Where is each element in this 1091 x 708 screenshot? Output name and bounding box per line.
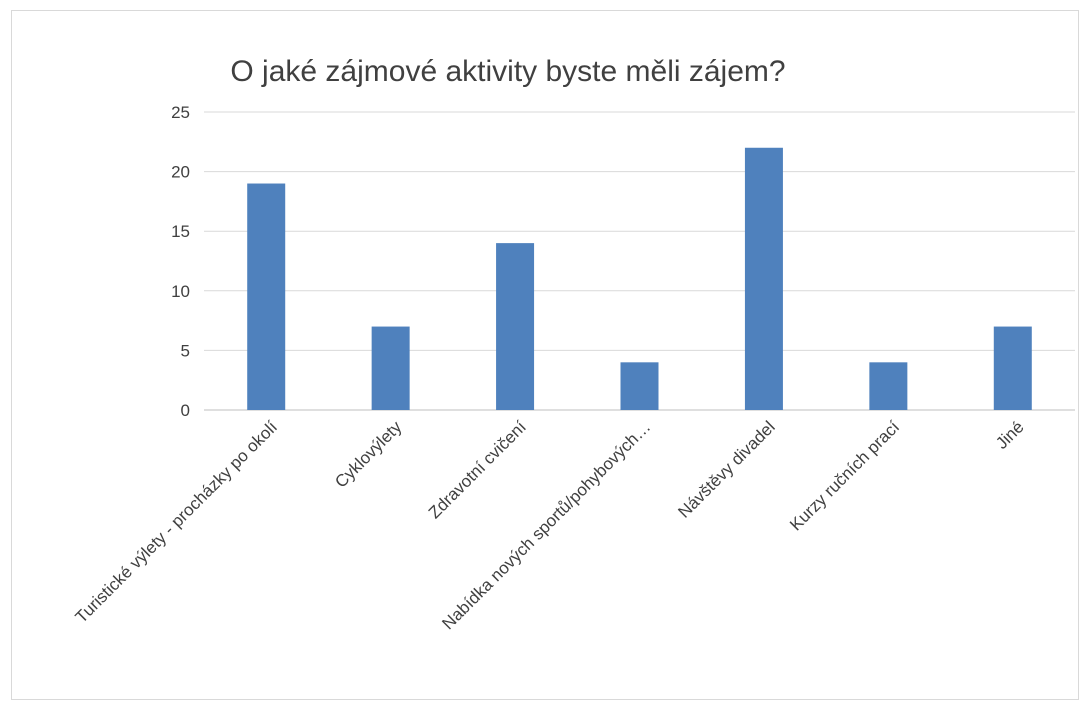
y-tick-label: 20 (171, 163, 190, 182)
x-category-label: Cyklovýlety (331, 417, 406, 492)
bar (247, 183, 286, 410)
x-category-label: Zdravotní cvičení (425, 417, 530, 522)
x-category-label: Jiné (992, 417, 1027, 452)
bar (869, 362, 908, 410)
bar (620, 362, 659, 410)
bar (744, 147, 783, 410)
gridlines (204, 111, 1075, 411)
y-tick-label: 25 (171, 103, 190, 122)
y-tick-label: 10 (171, 282, 190, 301)
chart-frame (11, 10, 1079, 700)
chart-title: O jaké zájmové aktivity byste měli zájem… (230, 55, 785, 88)
bar (496, 243, 535, 410)
y-tick-label: 5 (181, 341, 190, 360)
x-axis-labels: Turistické výlety - procházky po okolí Cy… (72, 417, 1028, 633)
x-category-label: Nabídka nových sportů/pohybových… (438, 417, 654, 633)
bar (993, 326, 1032, 410)
y-tick-label: 15 (171, 222, 190, 241)
y-tick-label: 0 (181, 401, 190, 420)
x-category-label: Kurzy ručních prací (786, 417, 903, 534)
bars (247, 147, 1032, 410)
bar (371, 326, 410, 410)
y-axis-ticks: 0 5 10 15 20 25 (171, 103, 190, 420)
x-category-label: Návštěvy divadel (674, 417, 778, 521)
x-category-label: Turistické výlety - procházky po okolí (72, 417, 282, 627)
